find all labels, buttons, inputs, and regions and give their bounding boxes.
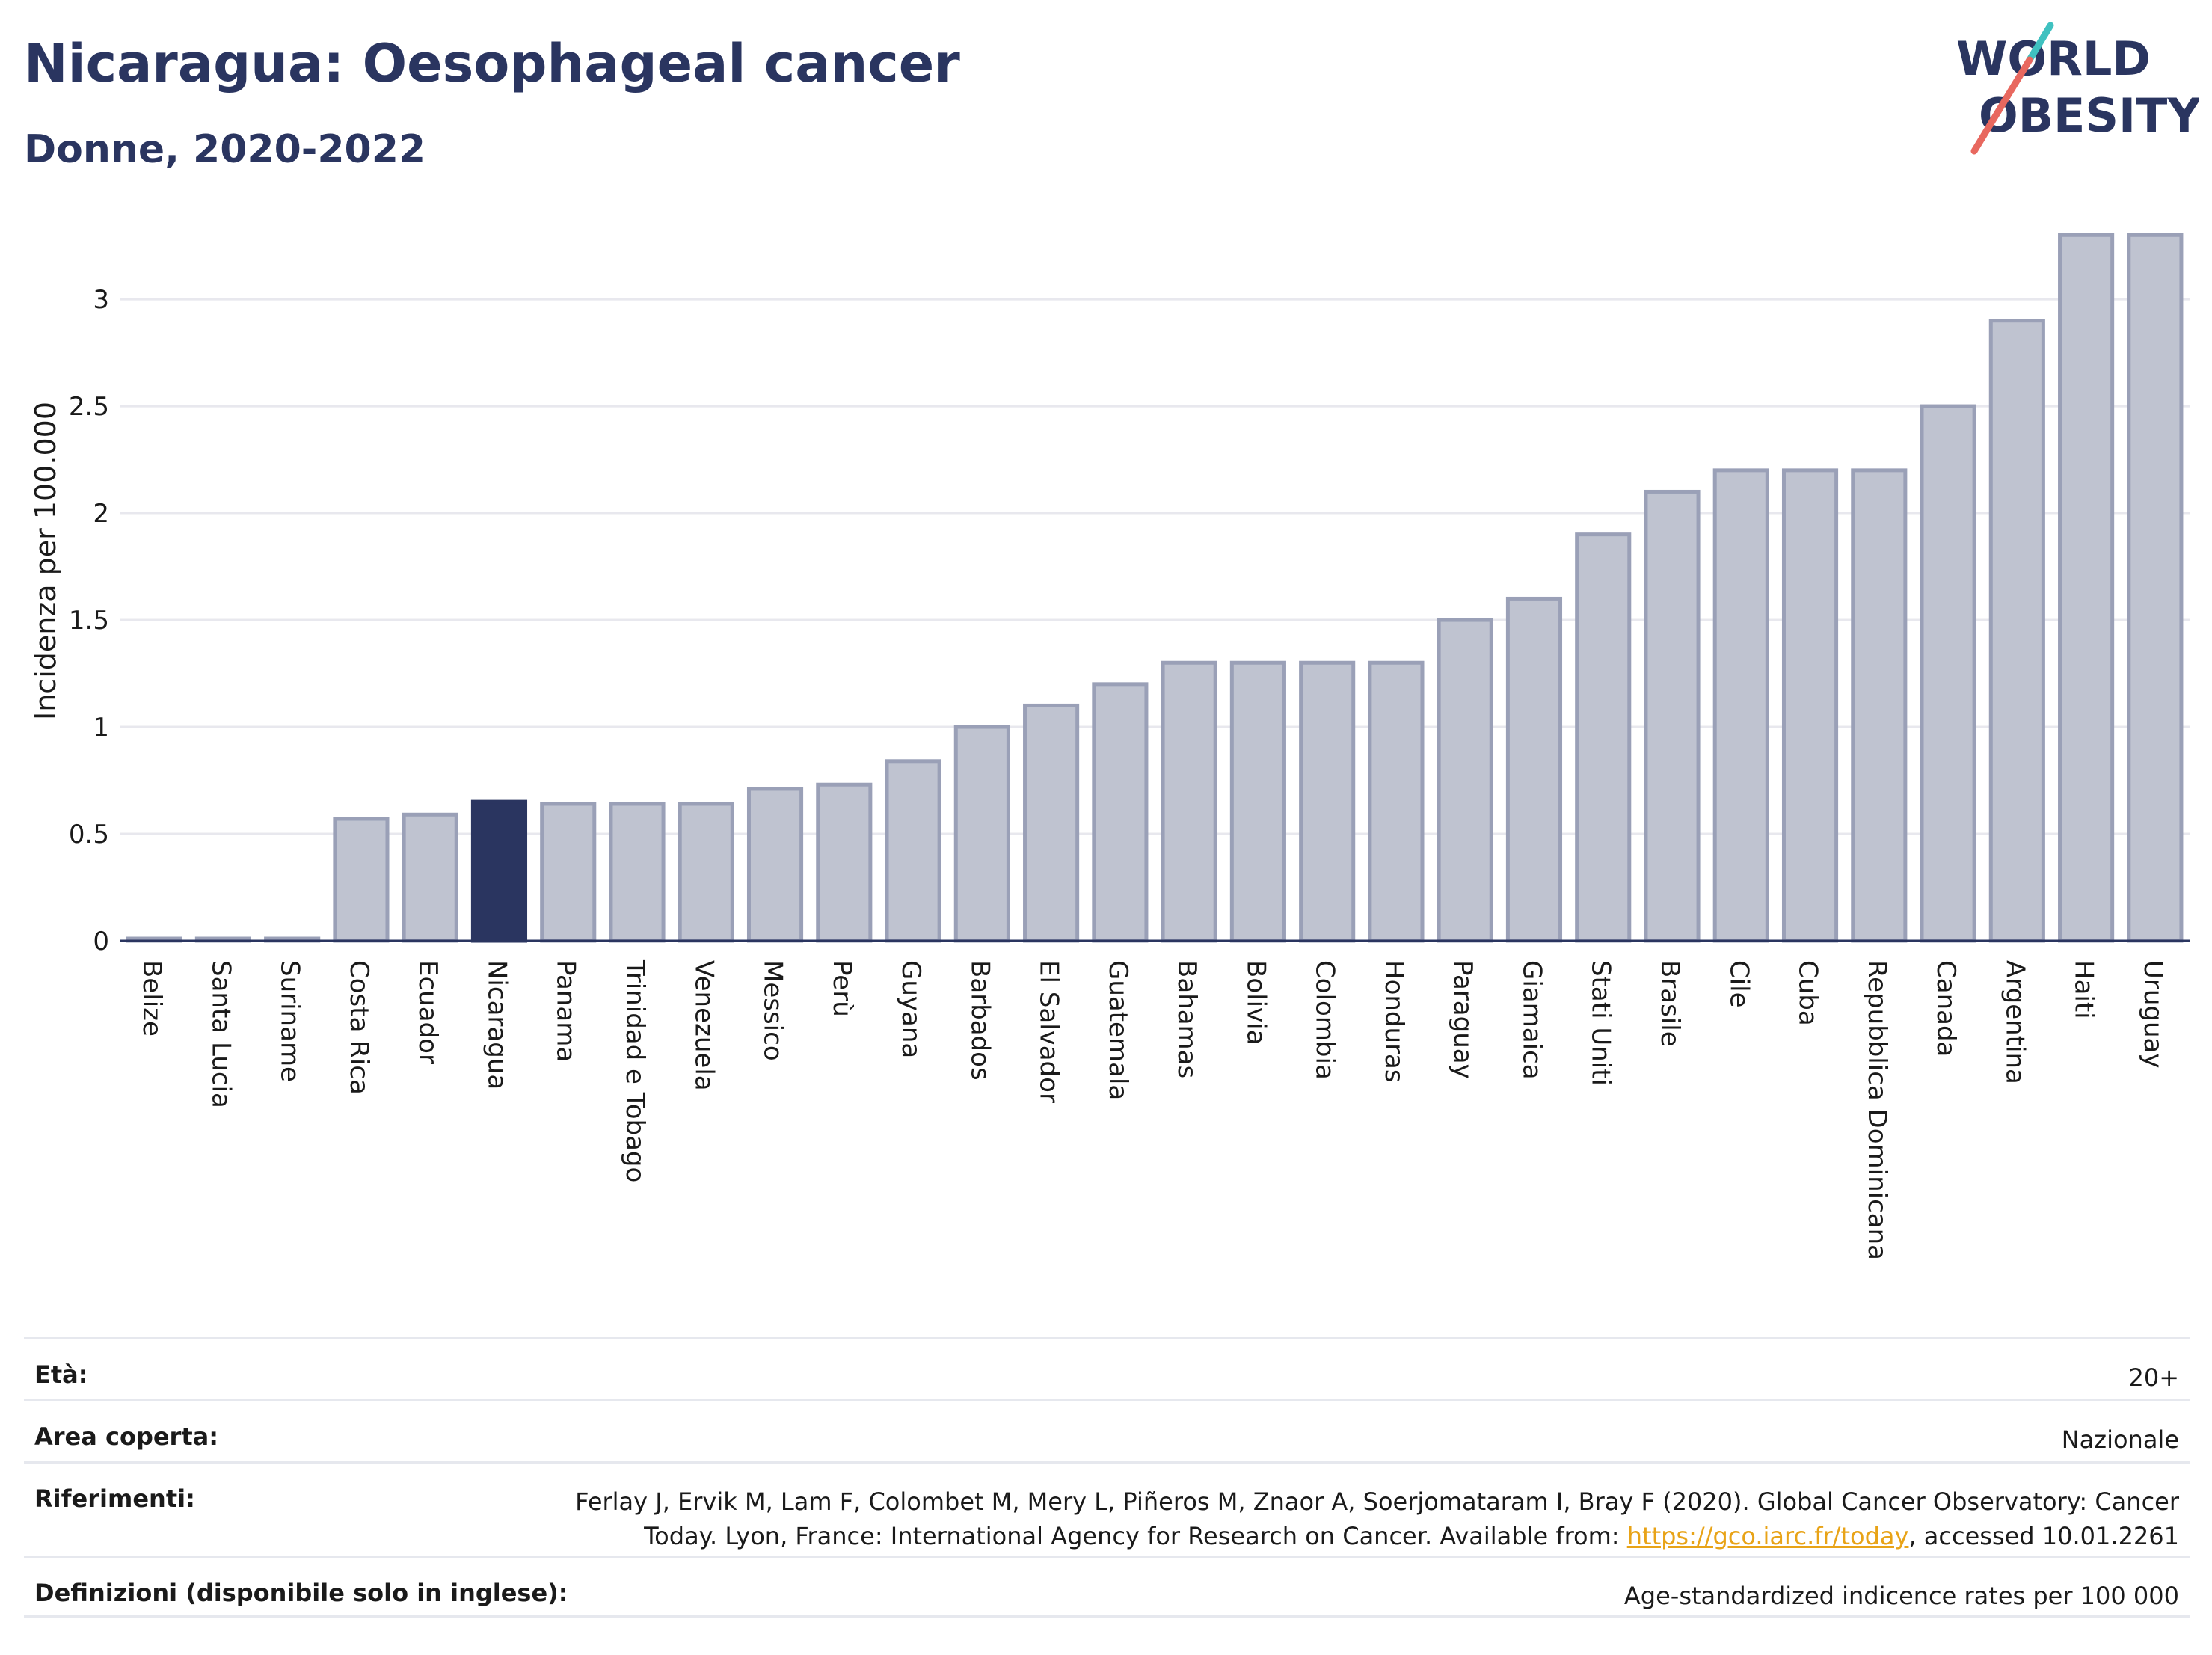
meta-value-area: Nazionale [2061,1425,2179,1454]
x-tick-label: Honduras [1379,960,1409,1083]
x-tick-label: Bahamas [1172,960,1202,1078]
meta-value-definitions: Age-standardized indicence rates per 100… [1623,1582,2179,1610]
bar-brasile[interactable] [1644,489,1701,943]
meta-key-references: Riferimenti: [34,1484,195,1513]
grid-lines [120,298,2190,835]
x-tick-label: Bolivia [1241,960,1271,1045]
chart-subtitle: Donne, 2020-2022 [24,127,426,172]
x-tick-label: Guatemala [1103,960,1133,1100]
bar-stati-uniti[interactable] [1575,532,1632,943]
meta-value-age: 20+ [2128,1363,2179,1392]
bar-cuba[interactable] [1781,468,1839,943]
y-tick-labels: 0 0.5 1 1.5 2 2.5 3 [69,285,109,957]
meta-value-references: Ferlay J, Ervik M, Lam F, Colombet M, Me… [575,1484,2179,1553]
logo-line1: WORLD [1956,31,2151,86]
x-tick-label: Giamaica [1517,960,1546,1080]
bar-bolivia[interactable] [1229,660,1286,943]
meta-row-area: Area coperta: Nazionale [24,1399,2190,1461]
bar-barbados[interactable] [953,725,1010,943]
y-tick-label: 3 [93,285,109,315]
bar-el-salvador[interactable] [1023,703,1080,943]
bar-paraguay[interactable] [1437,618,1493,943]
x-tick-label: Haiti [2069,960,2099,1019]
bar-guyana[interactable] [885,759,941,943]
x-tick-label: Cile [1724,960,1754,1008]
x-tick-label: Barbados [965,960,995,1081]
bar-giamaica[interactable] [1505,596,1563,943]
meta-row-definitions: Definizioni (disponibile solo in inglese… [24,1556,2190,1618]
x-tick-label: Venezuela [689,960,719,1091]
bar-chart: 0 0.5 1 1.5 2 2.5 3 Belize Santa Lucia Suriname C… [29,233,2190,1260]
x-tick-label: Colombia [1310,960,1340,1080]
y-tick-label: 0 [93,927,109,957]
x-tick-label: El Salvador [1034,960,1064,1103]
x-tick-label: Perù [827,960,857,1017]
bar-trinidad-e-tobago[interactable] [609,802,666,943]
bar-honduras[interactable] [1368,660,1425,943]
bar-guatemala[interactable] [1092,682,1149,943]
x-tick-labels: Belize Santa Lucia Suriname Costa Rica Ecuad… [137,959,2168,1260]
bar-argentina[interactable] [1988,319,2045,943]
x-tick-label: Santa Lucia [206,960,236,1108]
reference-link[interactable]: https://gco.iarc.fr/today [1626,1522,1909,1550]
x-tick-label: Belize [137,960,167,1037]
bar-canada[interactable] [1920,404,1976,943]
reference-line2: Today. Lyon, France: International Agenc… [644,1522,1627,1550]
x-tick-label: Trinidad e Tobago [620,959,650,1182]
bar-uruguay[interactable] [2127,233,2184,943]
y-tick-label: 0.5 [69,820,109,850]
logo-line2: OBESITY [1979,88,2199,143]
meta-row-references: Riferimenti: Ferlay J, Ervik M, Lam F, C… [24,1461,2190,1556]
x-tick-label: Argentina [2000,960,2030,1084]
bar-messico[interactable] [746,787,804,943]
x-tick-label: Suriname [275,960,305,1082]
reference-accessed: , accessed 10.01.2261 [1908,1522,2179,1550]
x-tick-label: Cuba [1793,960,1823,1026]
meta-key-age: Età: [34,1360,88,1389]
bar-cile[interactable] [1712,468,1769,943]
bar-panama[interactable] [540,802,597,943]
bar-colombia[interactable] [1299,660,1356,943]
bars [126,233,2184,943]
x-tick-label: Guyana [896,960,926,1058]
bar-haiti[interactable] [2058,233,2115,943]
meta-key-area: Area coperta: [34,1422,219,1451]
x-tick-label: Nicaragua [482,960,511,1090]
y-tick-label: 1.5 [69,606,109,636]
logo-slash-teal [2026,22,2054,64]
logo-slash-coral [1970,56,2033,155]
x-tick-label: Uruguay [2138,960,2168,1069]
x-tick-label: Panama [551,960,581,1062]
x-tick-label: Stati Uniti [1586,960,1616,1086]
metadata-table: Età: 20+ Area coperta: Nazionale Riferim… [24,1337,2190,1618]
bar-venezuela[interactable] [678,802,734,943]
x-tick-label: Brasile [1655,960,1685,1047]
bar-costa-rica[interactable] [333,817,390,943]
x-tick-label: Canada [1931,960,1961,1057]
x-tick-label: Messico [758,960,788,1061]
y-tick-label: 2.5 [69,392,109,422]
x-tick-label: Costa Rica [344,960,374,1095]
bar-per-[interactable] [816,782,873,943]
bar-repubblica-dominicana[interactable] [1851,468,1908,943]
y-tick-label: 1 [93,713,109,743]
meta-key-definitions: Definizioni (disponibile solo in inglese… [34,1579,568,1607]
x-tick-label: Ecuador [413,960,443,1064]
y-axis-label: Incidenza per 100.000 [29,402,62,720]
x-tick-label: Paraguay [1448,960,1478,1079]
x-tick-label: Repubblica Dominicana [1862,960,1892,1260]
bar-nicaragua[interactable] [470,799,528,943]
meta-row-age: Età: 20+ [24,1337,2190,1399]
reference-line1: Ferlay J, Ervik M, Lam F, Colombet M, Me… [575,1487,2179,1516]
chart-title: Nicaragua: Oesophageal cancer [24,33,960,94]
y-tick-label: 2 [93,499,109,529]
bar-bahamas[interactable] [1161,660,1217,943]
bar-ecuador[interactable] [402,812,458,943]
world-obesity-logo: WORLD OBESITY [1956,22,2199,155]
